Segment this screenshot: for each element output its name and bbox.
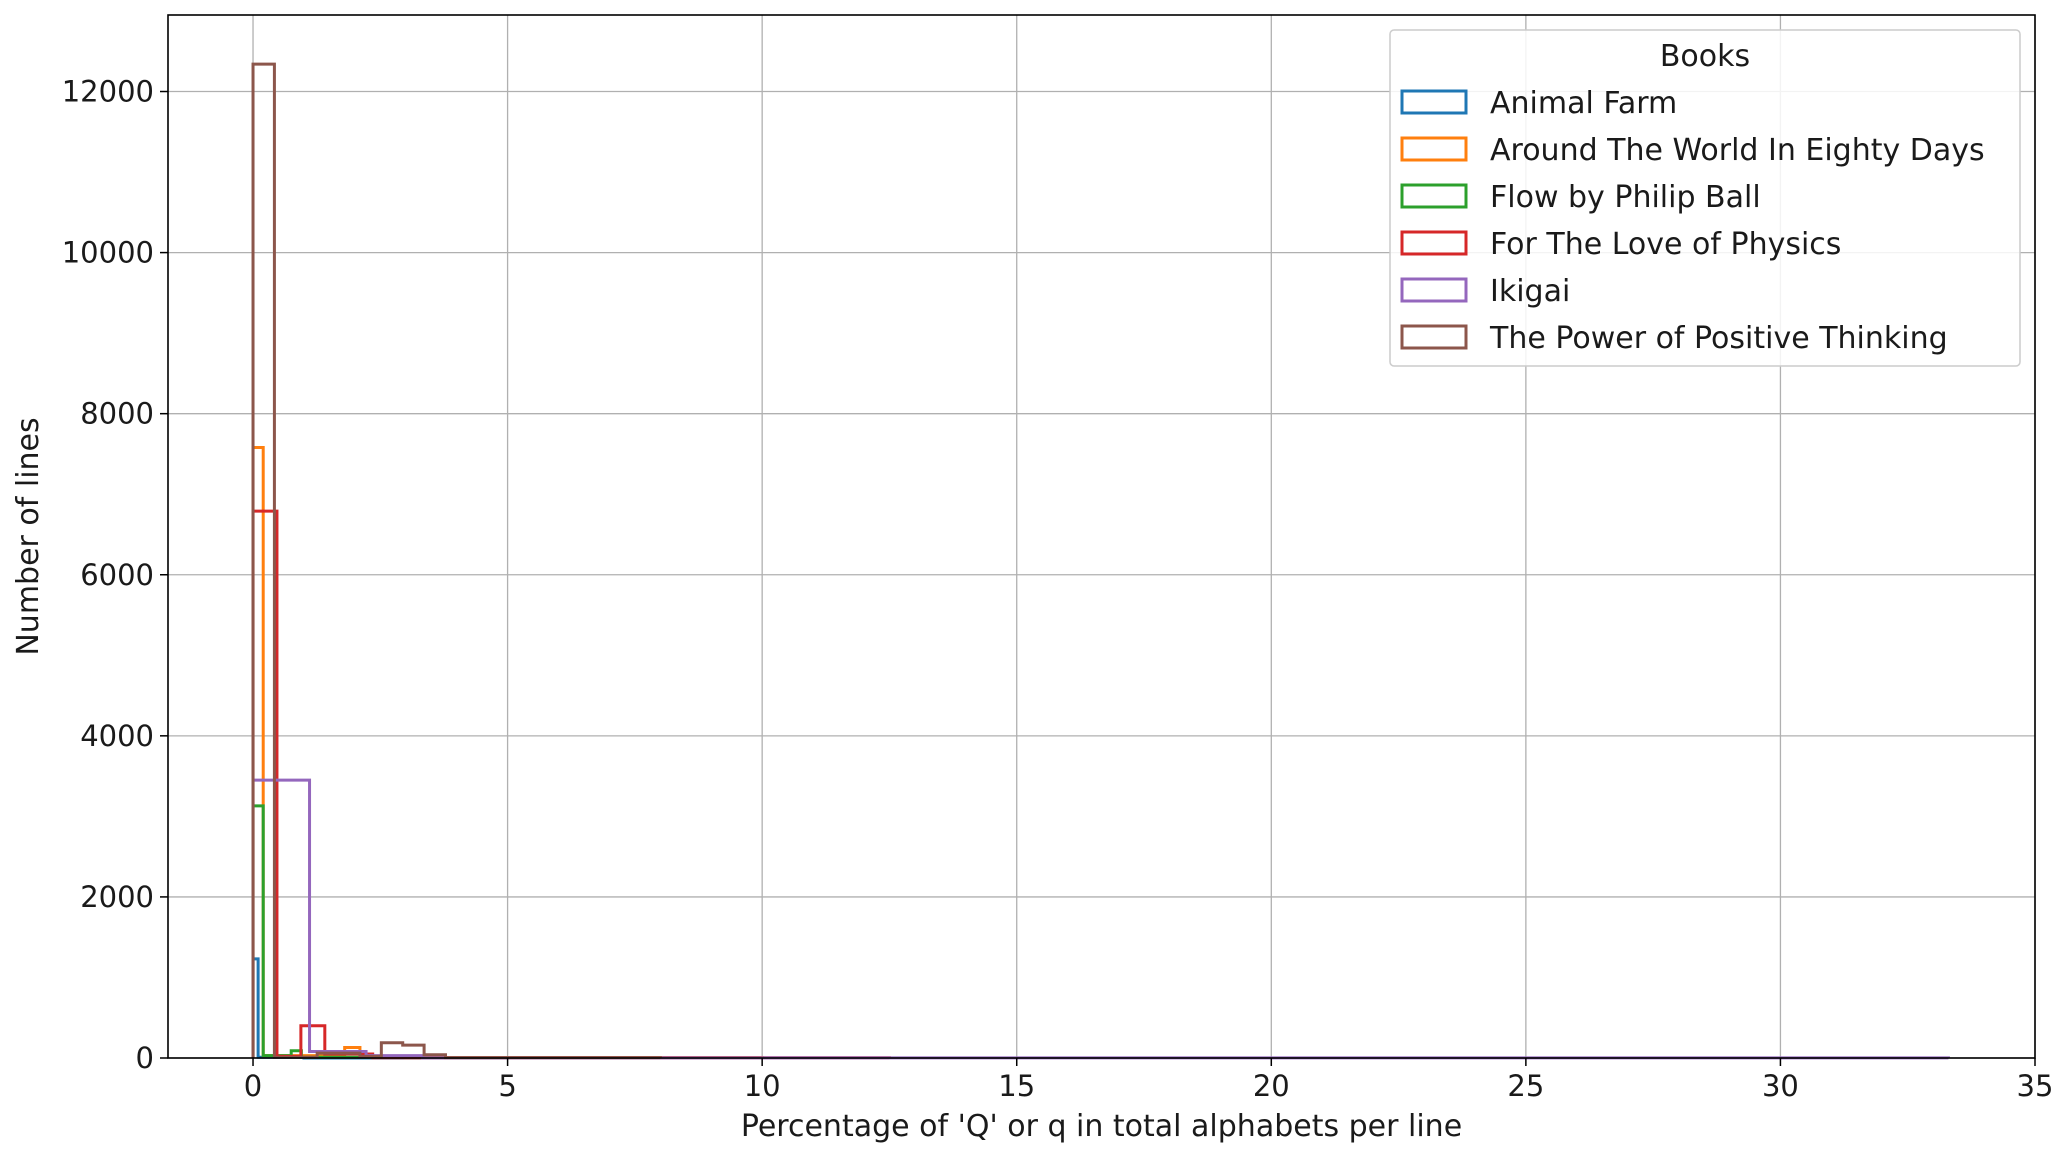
legend-swatch xyxy=(1400,324,1468,350)
legend-swatch xyxy=(1400,277,1468,303)
y-tick-label: 0 xyxy=(136,1041,154,1075)
x-tick-label: 0 xyxy=(244,1069,262,1103)
legend-box xyxy=(1389,29,2021,367)
x-tick-label: 20 xyxy=(1253,1069,1290,1103)
x-tick-label: 30 xyxy=(1762,1069,1799,1103)
x-tick-label: 25 xyxy=(1507,1069,1544,1103)
legend: Books Animal Farm Around The World In Eig… xyxy=(1389,29,2021,367)
x-tick-label: 5 xyxy=(498,1069,516,1103)
x-axis-label: Percentage of 'Q' or q in total alphabet… xyxy=(741,1109,1462,1144)
axis-ticks: 0 5 10 15 20 25 30 35 0 2000 4000 6000 8000 10000 1200… xyxy=(62,75,2054,1103)
legend-label: For The Love of Physics xyxy=(1490,227,1841,262)
legend-label: Ikigai xyxy=(1490,274,1570,309)
axes-frame xyxy=(167,14,2036,1059)
legend-label: The Power of Positive Thinking xyxy=(1489,321,1948,356)
legend-label: Around The World In Eighty Days xyxy=(1490,133,1985,168)
y-tick-label: 12000 xyxy=(62,75,154,109)
y-tick-label: 2000 xyxy=(80,880,154,914)
legend-label: Animal Farm xyxy=(1490,86,1677,121)
legend-swatch xyxy=(1400,89,1468,115)
legend-swatch xyxy=(1400,183,1468,209)
legend-swatch xyxy=(1400,230,1468,256)
histogram-the-power-of-positive-thinking xyxy=(251,62,662,1060)
y-tick-label: 6000 xyxy=(80,558,154,592)
x-tick-label: 10 xyxy=(744,1069,781,1103)
legend-swatch xyxy=(1400,136,1468,162)
legend-title: Books xyxy=(1660,39,1750,74)
y-axis-label: Number of lines xyxy=(11,417,46,655)
legend-label: Flow by Philip Ball xyxy=(1490,180,1761,215)
x-tick-label: 15 xyxy=(998,1069,1035,1103)
y-tick-label: 10000 xyxy=(62,236,154,270)
y-tick-label: 8000 xyxy=(80,397,154,431)
x-tick-label: 35 xyxy=(2017,1069,2054,1103)
y-tick-label: 4000 xyxy=(80,719,154,753)
legend-items: Animal Farm Around The World In Eighty Da… xyxy=(1400,86,1985,356)
